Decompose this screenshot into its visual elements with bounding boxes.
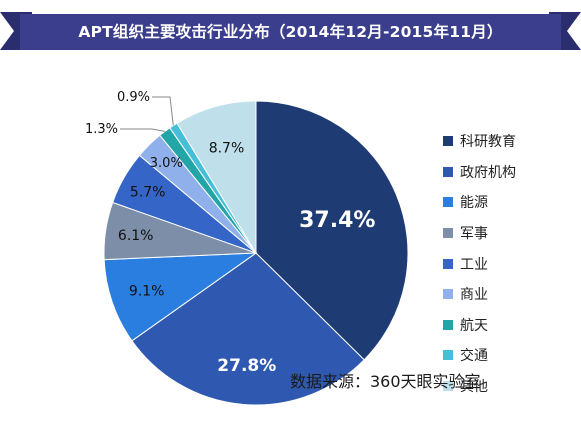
pie-leader-lines [120, 96, 174, 132]
legend-item-7: 航天 [443, 310, 573, 341]
data-label-1: 37.4% [299, 208, 375, 233]
pie-slice-9 [176, 100, 257, 255]
data-label-4: 6.1% [118, 228, 154, 244]
data-label-7: 1.3% [85, 122, 118, 137]
legend-item-9: 其他 [443, 371, 573, 402]
title-ribbon [0, 12, 581, 50]
legend-label: 能源 [460, 195, 488, 212]
pie-slice-2 [131, 252, 365, 406]
legend-item-4: 军事 [443, 218, 573, 249]
legend-swatch [443, 166, 453, 177]
legend-item-3: 能源 [443, 187, 573, 218]
legend-item-6: 商业 [443, 279, 573, 310]
leader-line-8 [152, 96, 174, 126]
data-label-3: 9.1% [129, 284, 165, 300]
legend-label: 科研教育 [460, 134, 516, 151]
pie-data-labels: 37.4% 27.8% 9.1% 6.1% 5.7% 3.0% 1.3% 0.9% 8.7% [85, 90, 375, 376]
pie-slice-1 [255, 100, 409, 361]
legend-item-2: 政府机构 [443, 157, 573, 188]
legend-swatch [443, 289, 453, 300]
pie-slice-3 [103, 252, 258, 342]
leader-line-7 [120, 128, 165, 132]
legend-label: 军事 [460, 226, 488, 243]
legend: 科研教育政府机构能源军事工业商业航天交通其他 [443, 126, 573, 401]
legend-swatch [443, 258, 453, 269]
legend-swatch [443, 228, 453, 239]
legend-swatch [443, 350, 453, 361]
legend-swatch [443, 319, 453, 330]
legend-label: 交通 [460, 348, 488, 365]
data-label-6: 3.0% [150, 156, 183, 171]
legend-item-1: 科研教育 [443, 126, 573, 157]
legend-item-8: 交通 [443, 340, 573, 371]
legend-item-5: 工业 [443, 248, 573, 279]
legend-swatch [443, 381, 453, 392]
pie-slices [103, 100, 409, 406]
legend-swatch [443, 197, 453, 208]
legend-label: 商业 [460, 287, 488, 304]
legend-label: 政府机构 [460, 164, 516, 181]
legend-label: 其他 [460, 379, 488, 396]
data-label-8: 0.9% [117, 90, 150, 105]
legend-label: 航天 [460, 317, 488, 334]
data-label-2: 27.8% [217, 356, 276, 376]
data-label-9: 8.7% [209, 141, 245, 157]
legend-label: 工业 [460, 256, 488, 273]
legend-swatch [443, 136, 453, 147]
chart-title: APT组织主要攻击行业分布（2014年12月-2015年11月） [78, 23, 503, 41]
data-label-5: 5.7% [130, 184, 166, 200]
source-note: 数据来源：360天眼实验室 [290, 372, 481, 391]
